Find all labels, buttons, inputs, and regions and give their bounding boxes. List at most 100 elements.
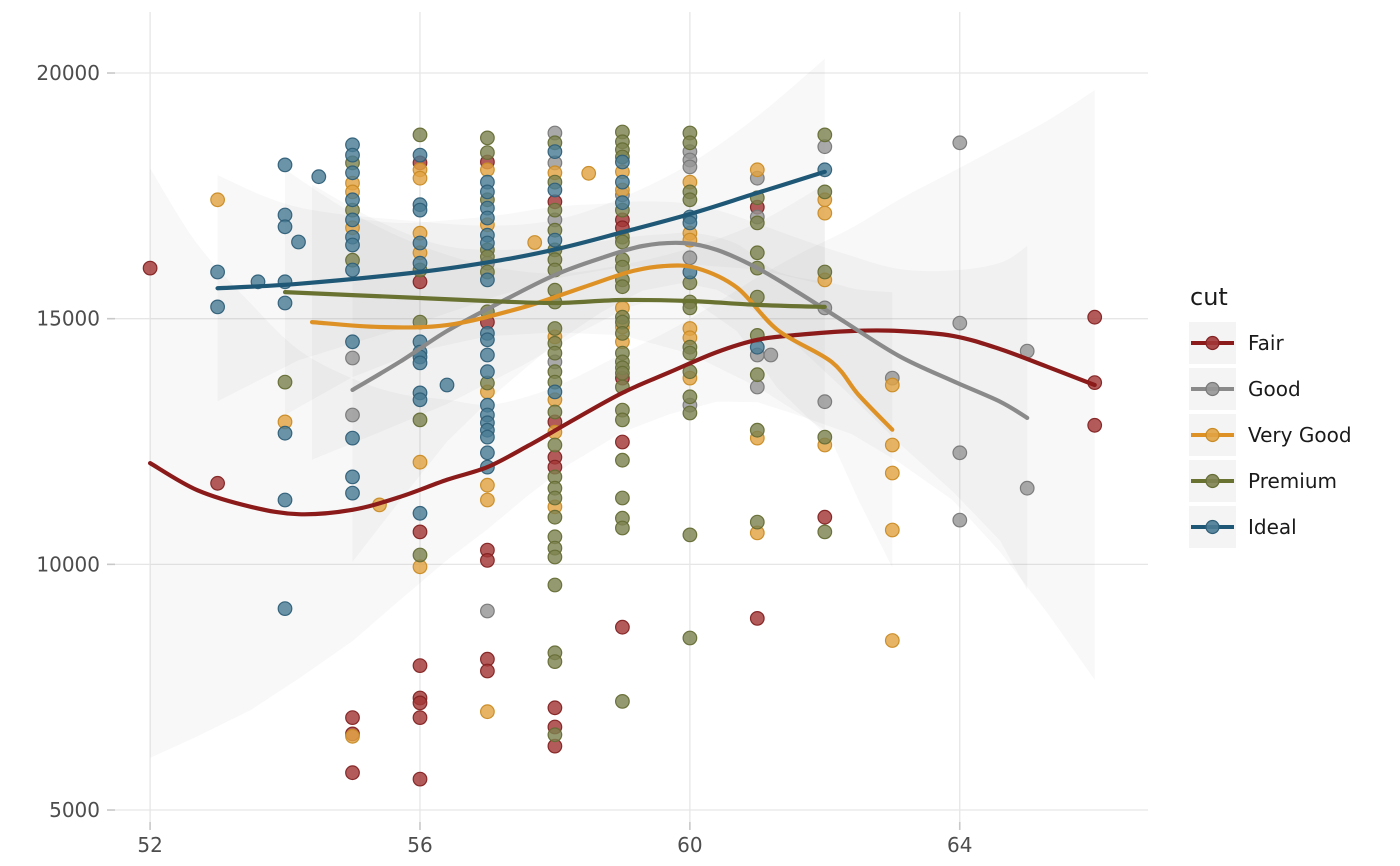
data-point-ideal [682, 215, 698, 231]
data-point-ideal [345, 192, 360, 208]
data-point-very-good [817, 205, 833, 221]
data-point-ideal [412, 235, 428, 251]
data-point-good [749, 379, 765, 395]
data-point-fair [615, 434, 630, 450]
data-point-good [952, 445, 968, 461]
data-point-ideal [345, 430, 360, 446]
data-point-ideal [345, 262, 360, 278]
data-point-ideal [277, 425, 293, 441]
data-point-ideal [615, 174, 630, 190]
data-point-ideal [345, 147, 360, 163]
legend-item-fair: Fair [1189, 322, 1284, 364]
data-point-premium [682, 630, 698, 646]
data-point-good [480, 603, 495, 619]
data-point-premium [547, 321, 563, 336]
data-point-ideal [345, 469, 360, 485]
data-point-premium [615, 452, 630, 468]
data-point-premium [412, 127, 428, 143]
data-point-premium [615, 694, 630, 709]
confidence-band-good [352, 201, 1028, 590]
legend-key-point-premium [1205, 473, 1220, 489]
y-tick-label-15000: 15000 [36, 307, 100, 331]
smooth-line-ideal [215, 169, 827, 291]
legend-key-point-ideal [1205, 519, 1220, 535]
data-point-premium [749, 367, 765, 383]
data-point-good [952, 512, 968, 528]
data-point-premium [547, 490, 563, 506]
data-point-fair [412, 524, 428, 540]
data-point-ideal [345, 334, 360, 350]
data-point-ideal [480, 364, 495, 380]
data-point-ideal [480, 332, 495, 348]
data-point-good [763, 347, 779, 363]
legend-key-point-very-good [1205, 427, 1220, 443]
data-point-premium [749, 245, 765, 261]
data-point-ideal [412, 392, 428, 408]
data-point-good [682, 250, 698, 266]
data-point-ideal [277, 295, 293, 311]
data-point-fair [142, 260, 158, 276]
x-axis: 52 56 60 64 [137, 822, 972, 857]
data-point-premium [615, 365, 630, 381]
legend: cut Fair Good Very Good Premium Ideal [1189, 283, 1352, 548]
data-point-premium [682, 135, 698, 151]
data-point-ideal [412, 147, 428, 163]
data-point-fair [480, 553, 495, 568]
data-point-very-good [884, 633, 900, 648]
data-point-fair [412, 710, 428, 725]
data-point-ideal [480, 235, 495, 251]
data-point-very-good [884, 437, 900, 453]
confidence-band-very-good [312, 184, 893, 568]
smooth-line-fair [147, 328, 1097, 517]
data-point-premium [749, 514, 765, 530]
data-point-premium [615, 234, 630, 250]
data-point-premium [547, 654, 563, 669]
data-point-premium [817, 184, 833, 200]
data-point-premium [749, 215, 765, 231]
data-point-ideal [480, 445, 495, 461]
data-point-ideal [210, 264, 226, 280]
data-point-ideal [277, 219, 293, 235]
data-point-premium [682, 345, 698, 361]
data-point-premium [547, 727, 563, 743]
x-tick-label-52: 52 [137, 833, 162, 857]
data-point-fair [1087, 309, 1103, 325]
data-point-ideal [615, 154, 630, 170]
legend-item-ideal: Ideal [1189, 506, 1297, 548]
data-point-ideal [277, 492, 293, 508]
legend-item-premium: Premium [1189, 460, 1337, 502]
data-point-ideal [480, 184, 495, 200]
legend-label-good: Good [1248, 377, 1301, 401]
smooth-lines [147, 169, 1097, 517]
data-point-fair [749, 611, 765, 626]
data-point-good [682, 159, 698, 175]
legend-label-premium: Premium [1248, 469, 1337, 493]
y-tick-label-20000: 20000 [36, 61, 100, 85]
data-point-fair [1087, 417, 1103, 433]
data-point-very-good [480, 492, 495, 508]
legend-key-point-good [1205, 381, 1220, 397]
data-point-good [345, 407, 360, 423]
data-point-ideal [345, 212, 360, 228]
data-point-very-good [412, 454, 428, 470]
data-point-premium [682, 527, 698, 543]
data-point-premium [547, 345, 563, 361]
data-point-very-good [480, 162, 495, 178]
data-point-ideal [480, 429, 495, 445]
confidence-band-ideal [217, 58, 825, 402]
data-point-premium [615, 412, 630, 428]
data-point-premium [480, 145, 495, 161]
data-point-premium [547, 202, 563, 218]
data-point-ideal [547, 232, 563, 248]
data-point-fair [412, 695, 428, 711]
data-point-very-good [527, 235, 543, 250]
data-point-ideal [291, 234, 306, 250]
data-point-fair [412, 771, 428, 787]
x-tick-label-64: 64 [947, 833, 972, 857]
data-point-good [1019, 480, 1035, 496]
data-point-premium [547, 404, 563, 420]
data-point-premium [817, 524, 833, 540]
data-point-fair [345, 765, 360, 781]
